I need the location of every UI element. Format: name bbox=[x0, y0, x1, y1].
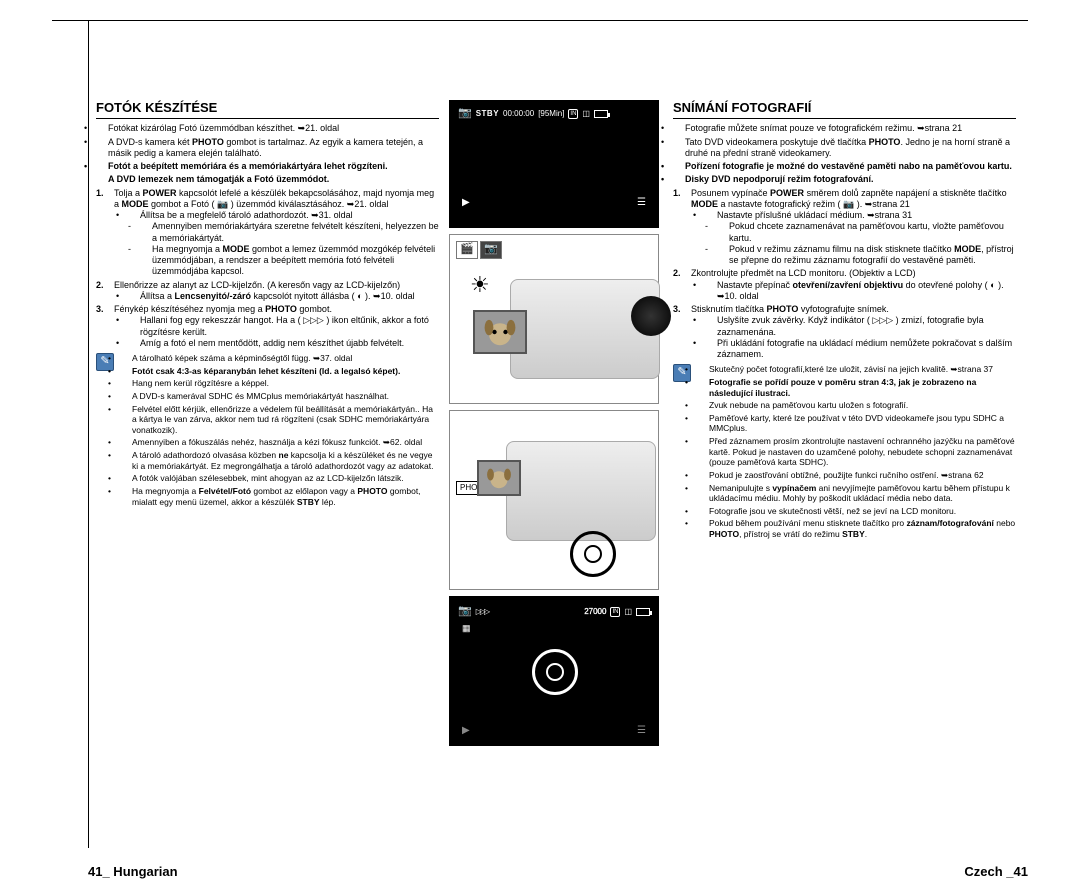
shutter-ring-icon bbox=[570, 531, 616, 577]
saving-icon: ▷▷▷ bbox=[476, 607, 488, 617]
photo-mode-tab: 📷 bbox=[480, 241, 502, 259]
note-icon: ✎ bbox=[673, 364, 691, 382]
flash-icon: ☀ bbox=[470, 271, 490, 299]
cz-bullet-4: Disky DVD nepodporují režim fotografován… bbox=[673, 174, 1016, 185]
hu-title: FOTÓK KÉSZÍTÉSE bbox=[96, 100, 439, 119]
firewire-icon: ◫ bbox=[582, 109, 590, 119]
focus-ring-icon bbox=[532, 649, 578, 695]
hu-bullet-2: A DVD-s kamera két PHOTO gombot is tarta… bbox=[96, 137, 439, 160]
cz-note-block: ✎ Skutečný počet fotografií,které lze ul… bbox=[673, 364, 1016, 541]
cz-bullet-1: Fotografie můžete snímat pouze ve fotogr… bbox=[673, 123, 1016, 134]
hu-bullet-1: Fotókat kizárólag Fotó üzemmódban készít… bbox=[96, 123, 439, 134]
lens-icon bbox=[631, 296, 671, 336]
cz-step-1: 1.Posunem vypínače POWER směrem dolů zap… bbox=[673, 188, 1016, 267]
hu-step-3: 3.Fénykép készítéséhez nyomja meg a PHOT… bbox=[96, 304, 439, 349]
dog-image-icon bbox=[478, 314, 522, 350]
play-icon: ▶ bbox=[462, 197, 470, 210]
battery-icon bbox=[636, 608, 650, 616]
cz-bullet-3: Pořízení fotografie je možné do vestavěn… bbox=[673, 161, 1016, 172]
hu-step-1: 1.Tolja a POWER kapcsolót lefelé a készü… bbox=[96, 188, 439, 278]
hu-step-2: 2.Ellenőrizze az alanyt az LCD-kijelzőn.… bbox=[96, 280, 439, 303]
menu-icon: ☰ bbox=[637, 197, 646, 210]
cz-bullet-2: Tato DVD videokamera poskytuje dvě tlačí… bbox=[673, 137, 1016, 160]
hungarian-column: FOTÓK KÉSZÍTÉSE Fotókat kizárólag Fotó ü… bbox=[52, 100, 443, 846]
play-icon: ▶ bbox=[462, 725, 470, 738]
camera-illustration-2 bbox=[506, 441, 656, 541]
hu-bullet-3: Fotót a beépített memóriára és a memória… bbox=[96, 161, 439, 172]
hu-bullet-4: A DVD lemezek nem támogatják a Fotó üzem… bbox=[96, 174, 439, 185]
czech-column: SNÍMÁNÍ FOTOGRAFIÍ Fotografie můžete sní… bbox=[665, 100, 1028, 846]
figure-camera-photo: PHOTO bbox=[449, 410, 659, 590]
figure-lcd-stby: 📷 STBY 00:00:00 [95Min] IN ◫ ▶ ☰ bbox=[449, 100, 659, 228]
quality-icon: ▦ bbox=[452, 623, 656, 634]
hu-note-block: ✎ A tárolható képek száma a képminőségtő… bbox=[96, 353, 439, 509]
figure-column: 📷 STBY 00:00:00 [95Min] IN ◫ ▶ ☰ 🎬 bbox=[443, 100, 665, 846]
page-footer-left: 41_ Hungarian bbox=[88, 864, 178, 880]
figure-camera-mode: 🎬 📷 ☀ bbox=[449, 234, 659, 404]
camera-illustration bbox=[510, 279, 660, 379]
figure-lcd-capture: 📷 ▷▷▷ 27000 IN ◫ ▦ ▶ ☰ bbox=[449, 596, 659, 746]
camera-icon: 📷 bbox=[458, 107, 472, 121]
camera-icon: 📷 bbox=[458, 605, 472, 619]
note-icon: ✎ bbox=[96, 353, 114, 371]
page-footer-right: Czech _41 bbox=[964, 864, 1028, 880]
cz-step-3: 3.Stisknutím tlačítka PHOTO vyfotografuj… bbox=[673, 304, 1016, 360]
cz-title: SNÍMÁNÍ FOTOGRAFIÍ bbox=[673, 100, 1016, 119]
dog-image-icon bbox=[482, 464, 516, 492]
firewire-icon: ◫ bbox=[624, 607, 632, 617]
menu-icon: ☰ bbox=[637, 725, 646, 738]
battery-icon bbox=[594, 110, 608, 118]
cz-step-2: 2.Zkontrolujte předmět na LCD monitoru. … bbox=[673, 268, 1016, 302]
video-mode-tab: 🎬 bbox=[456, 241, 478, 259]
